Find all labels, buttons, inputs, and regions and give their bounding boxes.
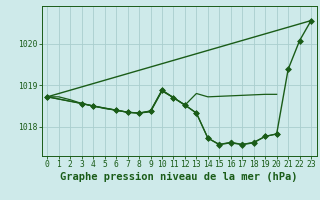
X-axis label: Graphe pression niveau de la mer (hPa): Graphe pression niveau de la mer (hPa) (60, 172, 298, 182)
